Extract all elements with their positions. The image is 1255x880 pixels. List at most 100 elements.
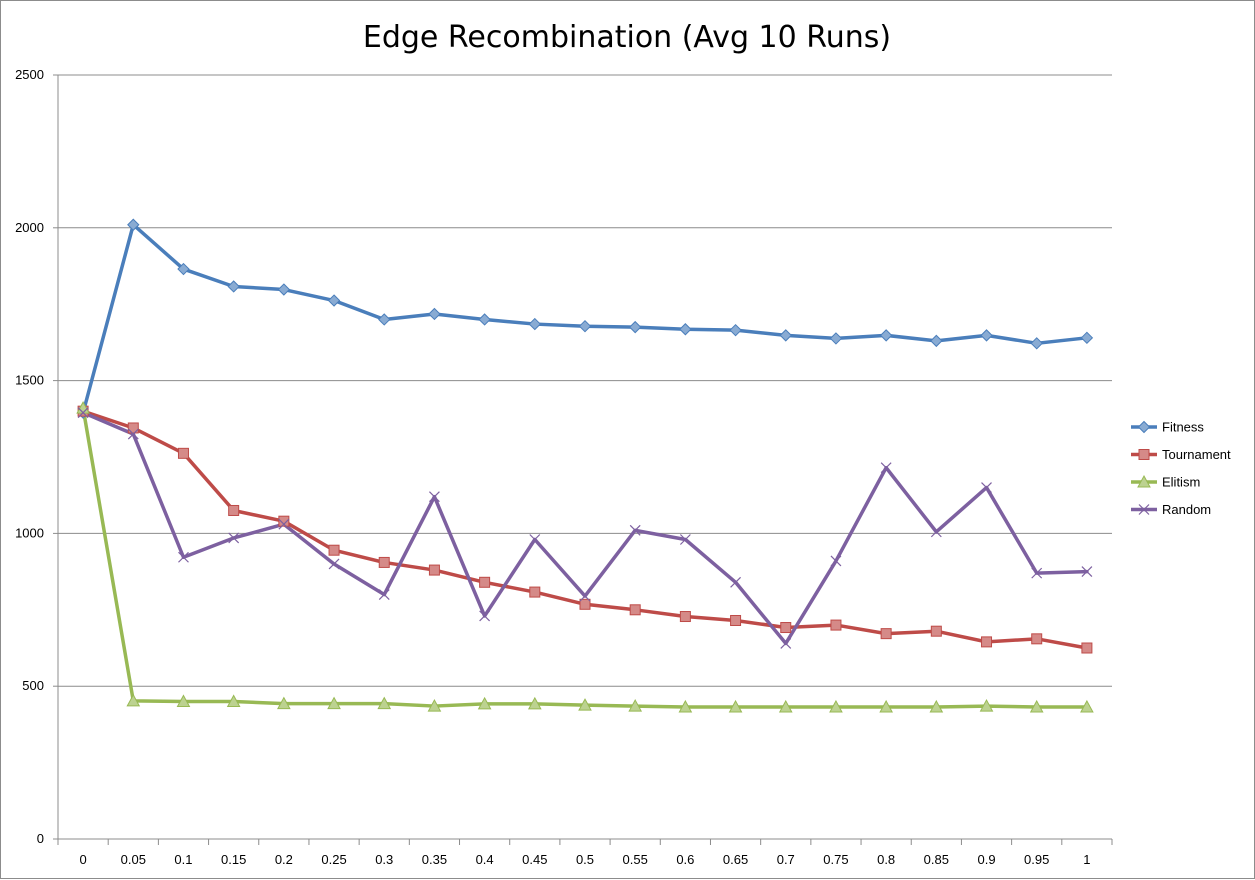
series-markers-fitness [76,218,1094,419]
data-point [778,699,793,713]
data-point [277,283,291,296]
data-point [177,262,190,276]
data-point [779,329,792,342]
y-tick-label: 1000 [15,525,44,540]
data-point [930,526,942,538]
data-point [429,491,440,503]
data-point [730,614,742,626]
data-point-stroke [1138,504,1150,515]
series-markers-random [77,407,1093,649]
data-point-stroke [1081,566,1093,578]
data-point [578,698,592,711]
data-point-stroke [880,462,892,474]
data-point [529,586,541,598]
x-tick-label: 0.35 [422,852,447,867]
data-point [930,625,942,637]
data-point [980,329,993,342]
legend-item-tournament: Tournament [1131,447,1231,462]
data-point [127,422,139,434]
data-point [679,534,691,545]
x-tick-label: 0.45 [522,852,547,867]
data-point [780,637,792,649]
data-point [176,694,191,707]
x-tick-label: 0.5 [576,852,594,867]
x-tick-label: 0.25 [321,852,346,867]
y-tick-label: 2000 [15,220,44,235]
data-point [328,558,340,570]
data-point [679,323,692,336]
data-point [428,564,440,576]
y-tick-label: 2500 [15,67,44,82]
data-point-stroke [579,590,591,602]
data-point [1029,699,1044,713]
data-point [879,699,893,713]
data-point [177,447,189,459]
data-point-stroke [178,551,189,563]
data-point-stroke [529,534,541,545]
data-point [830,555,842,567]
data-point [378,589,390,600]
data-point [1138,504,1150,515]
data-point [127,218,140,231]
data-point [1081,642,1093,654]
y-tick-label: 0 [37,831,44,846]
data-point [628,699,643,712]
data-point-stroke [730,576,741,588]
data-point [478,313,491,326]
data-point [227,280,240,293]
data-point [278,515,290,527]
data-point [930,334,943,348]
x-tick-label: 0.8 [877,852,895,867]
data-point [427,699,442,712]
x-tick-label: 0.2 [275,852,293,867]
data-point [1080,331,1094,345]
data-point [579,598,591,610]
data-point [578,319,592,333]
axis-layer: 0 500 1000 1500 2000 2500 0 0.05 0.1 0.15 0.2 0.25 0… [15,67,1113,867]
x-tick-label: 0.55 [623,852,648,867]
data-point-stroke [981,482,992,493]
series-markers-elitism [76,401,1094,713]
data-point [527,696,542,710]
data-point [277,696,291,710]
legend: Fitness Tournament Elitism Random [1131,420,1231,517]
chart-title: Edge Recombination (Avg 10 Runs) [363,20,891,55]
data-point [579,590,591,602]
legend-item-elitism: Elitism [1131,475,1200,490]
data-point [1137,420,1151,434]
data-point [879,329,893,342]
legend-label: Elitism [1162,475,1200,490]
data-point [228,504,240,516]
data-point [479,576,491,588]
data-point [226,694,241,707]
data-point [981,636,993,648]
data-point-stroke [629,524,641,536]
data-point [1080,699,1094,713]
data-point [127,428,139,440]
legend-item-fitness: Fitness [1131,420,1204,435]
data-point [929,699,944,713]
data-point [378,313,391,326]
data-point-stroke [830,555,842,567]
series-line-elitism [81,406,1089,709]
x-tick-label: 0 [79,852,86,867]
data-point-stroke [479,610,491,622]
data-point-stroke [930,526,942,538]
data-point [77,407,89,419]
x-tick-label: 0.15 [221,852,246,867]
data-point-stroke [378,589,390,600]
x-tick-label: 0.65 [723,852,748,867]
data-point [528,317,542,331]
data-point [377,696,392,710]
data-point [477,696,492,710]
data-point [880,462,892,474]
data-point [979,699,994,712]
y-tick-label: 500 [22,678,44,693]
data-point [1137,474,1151,488]
legend-label: Random [1162,502,1211,517]
data-point [728,699,743,713]
x-tick-label: 0.85 [924,852,949,867]
x-tick-label: 0.9 [977,852,995,867]
x-tick-label: 0.95 [1024,852,1049,867]
